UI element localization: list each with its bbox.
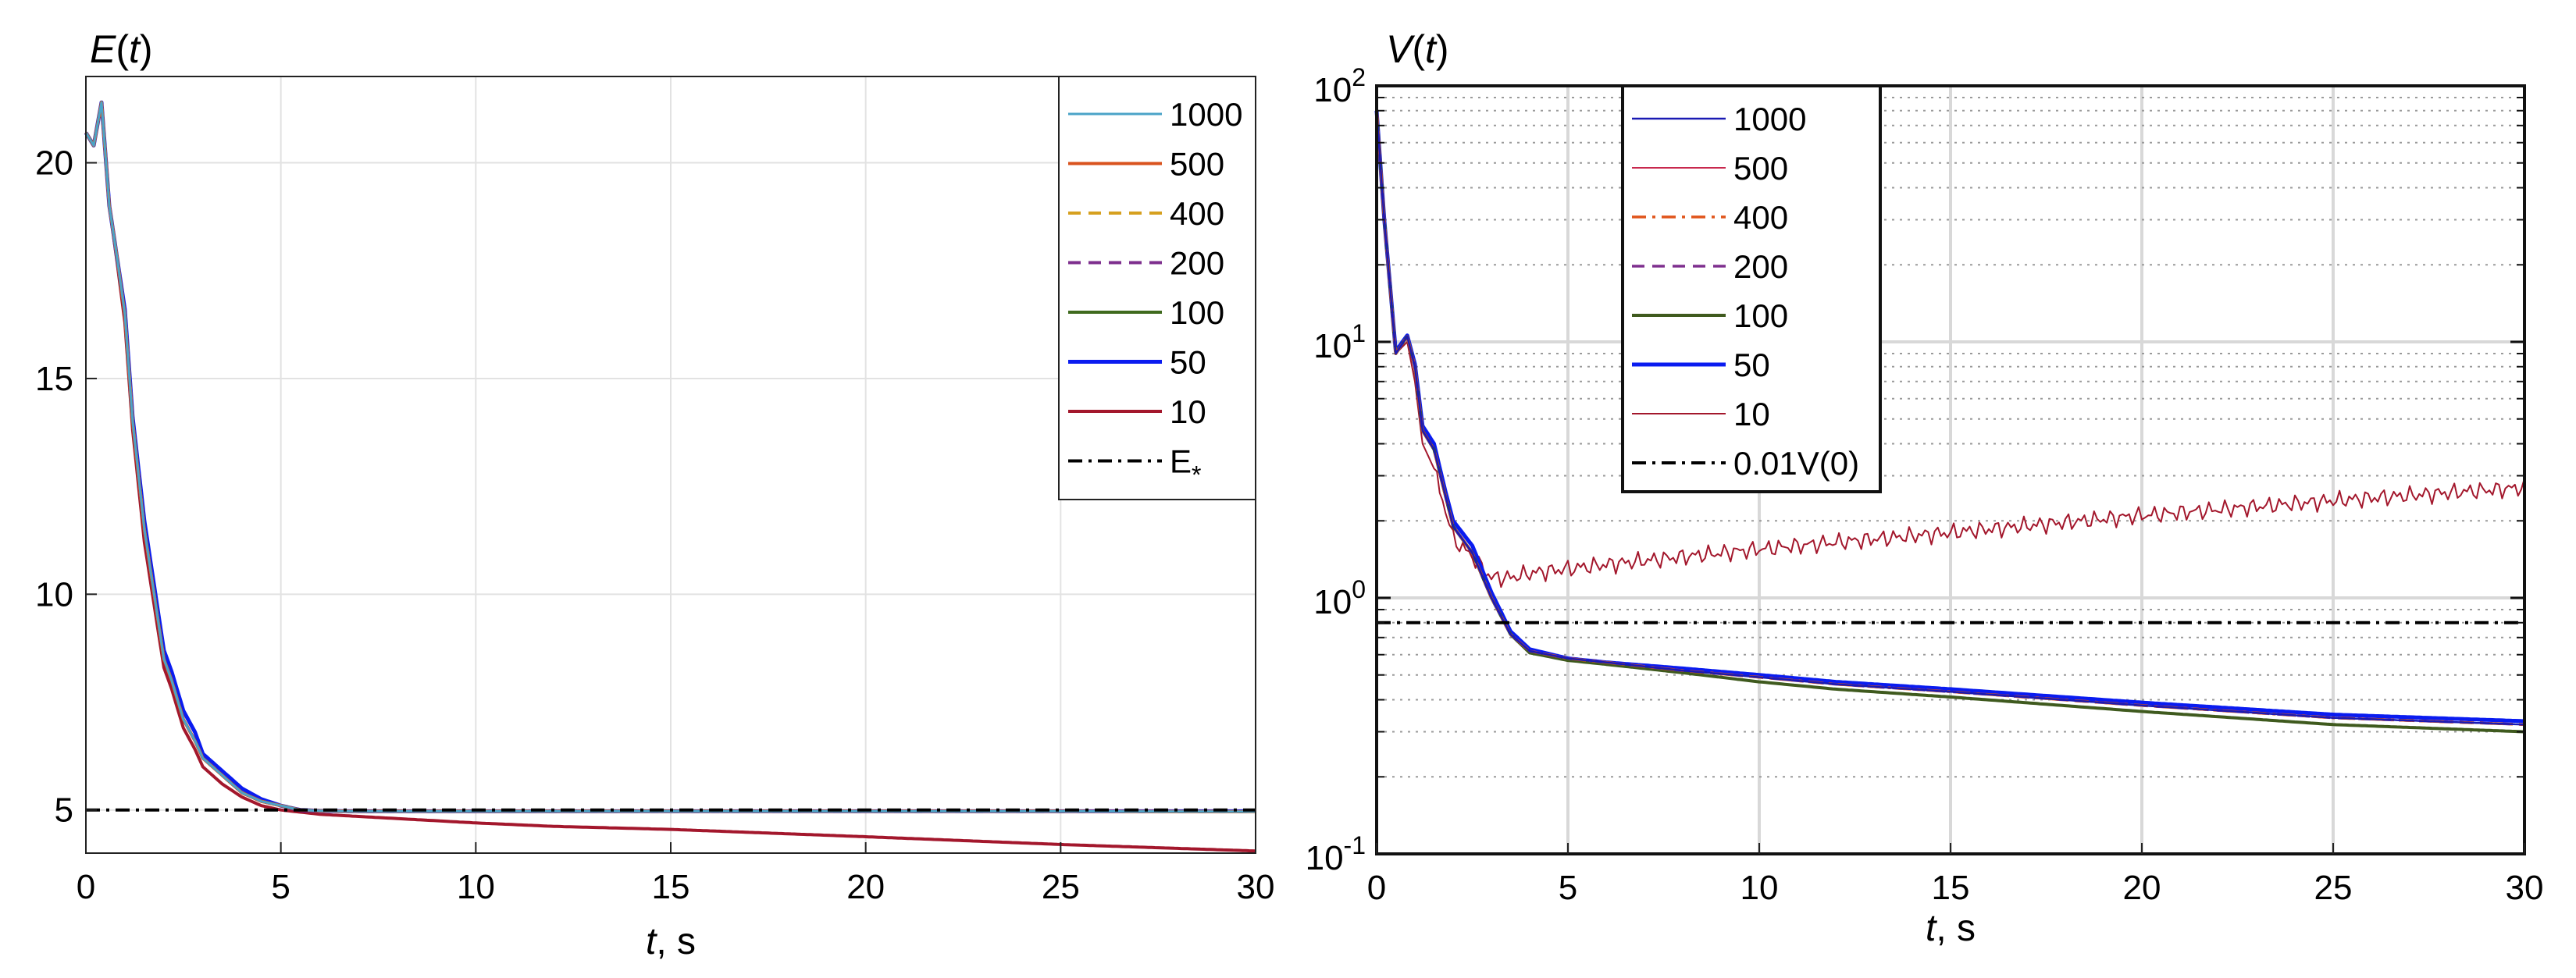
legend-label: E*	[1170, 443, 1201, 489]
legend-label: 1000	[1733, 101, 1806, 137]
x-tick-label: 25	[2314, 869, 2353, 907]
legend: 1000 500 400 200 100 50 10 0.01V(0)	[1621, 84, 1882, 493]
y-tick-label: 10-1	[1306, 831, 1366, 877]
y-tick-label: 101	[1313, 319, 1366, 365]
legend-label: 100	[1170, 294, 1224, 331]
legend-label: 400	[1170, 195, 1224, 232]
x-tick-label: 30	[2506, 869, 2544, 907]
legend-label: 200	[1733, 248, 1788, 285]
legend-label: 0.01V(0)	[1733, 445, 1859, 482]
y-tick-label: 15	[35, 360, 73, 398]
ticks	[85, 162, 1256, 853]
x-tick-label: 15	[1932, 869, 1970, 907]
x-tick-label: 25	[1042, 868, 1080, 906]
legend-label: 10	[1170, 393, 1206, 430]
chart-title: E(t)	[90, 27, 153, 71]
y-tick-label: 10	[35, 575, 73, 613]
legend-label: 50	[1170, 344, 1206, 381]
x-tick-labels: 0 5 10 15 20 25 30	[1367, 869, 2544, 907]
legend-label: 500	[1733, 150, 1788, 187]
y-tick-label: 100	[1313, 575, 1366, 621]
x-tick-label: 10	[1740, 869, 1779, 907]
legend-label: 10	[1733, 396, 1770, 432]
y-tick-labels: 5 10 15 20	[35, 144, 73, 830]
x-tick-label: 20	[846, 868, 885, 906]
y-tick-label: 5	[55, 791, 73, 830]
x-tick-label: 0	[77, 868, 95, 906]
x-tick-labels: 0 5 10 15 20 25 30	[77, 868, 1275, 906]
y-tick-label: 20	[35, 144, 73, 183]
x-tick-label: 10	[457, 868, 495, 906]
x-tick-label: 0	[1367, 869, 1386, 907]
x-axis-title: t, s	[646, 921, 696, 962]
x-tick-label: 5	[1559, 869, 1577, 907]
legend-label: 100	[1733, 297, 1788, 334]
series-lines	[84, 100, 1256, 853]
y-tick-label: 102	[1313, 63, 1366, 109]
x-tick-label: 5	[271, 868, 290, 906]
x-tick-label: 30	[1237, 868, 1275, 906]
series-line-10	[1376, 110, 2525, 589]
chart-title: V(t)	[1386, 27, 1449, 71]
y-tick-labels: 102 101 100 10-1	[1306, 63, 1366, 877]
legend-box	[1058, 76, 1256, 500]
legend-box	[1621, 84, 1882, 493]
x-tick-label: 20	[2123, 869, 2161, 907]
series-line-1000	[84, 101, 1256, 813]
legend-label: 200	[1170, 245, 1224, 282]
series-lines	[1374, 110, 2525, 734]
legend-label: 500	[1170, 146, 1224, 183]
series-line-1000	[1375, 110, 2525, 726]
legend-label: 400	[1733, 199, 1788, 236]
x-tick-label: 15	[652, 868, 690, 906]
legend-label: 50	[1733, 347, 1770, 383]
x-axis-title: t, s	[1926, 908, 1976, 949]
series-line-100	[1375, 110, 2525, 734]
legend-label: 1000	[1170, 96, 1242, 133]
legend: 1000 500 400 200 100 50 10 E*	[1058, 76, 1256, 500]
ticks	[1376, 84, 2525, 855]
